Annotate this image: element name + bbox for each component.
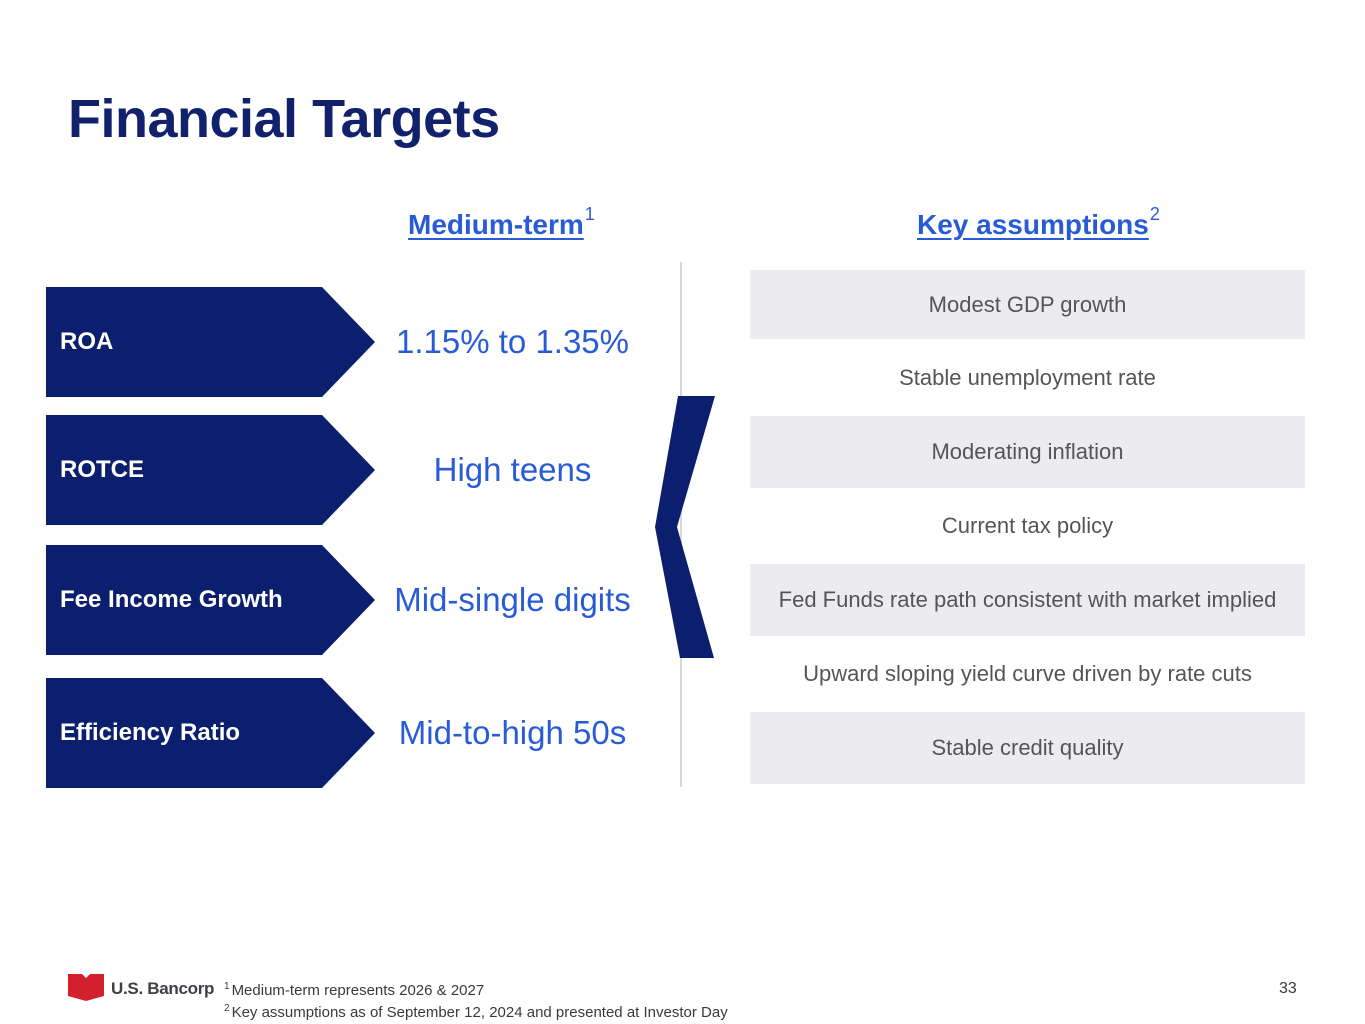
page-number: 33: [1279, 980, 1297, 997]
page-title: Financial Targets: [68, 89, 500, 149]
assumption-item: Fed Funds rate path consistent with mark…: [750, 564, 1305, 636]
metric-arrow-shape: [46, 287, 375, 397]
key-assumptions-header-text: Key assumptions: [917, 209, 1149, 240]
metric-label: ROA: [60, 328, 114, 355]
metric-row-rotce: ROTCE: [46, 415, 376, 525]
metric-label: Efficiency Ratio: [60, 719, 241, 746]
metric-arrow-shape: [46, 415, 375, 525]
assumption-item: Moderating inflation: [750, 416, 1305, 488]
metric-value: 1.15% to 1.35%: [396, 323, 629, 360]
logo-text: U.S. Bancorp: [111, 979, 215, 998]
key-assumptions-footnote-mark: 2: [1149, 204, 1160, 224]
footnote-2: 2 Key assumptions as of September 12, 202…: [224, 1000, 728, 1022]
assumption-item: Modest GDP growth: [750, 270, 1305, 339]
metric-value: Mid-single digits: [394, 581, 631, 618]
metric-arrow-shape: [46, 678, 375, 788]
us-bancorp-logo-icon: [68, 974, 104, 1001]
metric-label: Fee Income Growth: [60, 586, 283, 613]
footnote-1-mark: 1: [224, 981, 230, 992]
medium-term-header-text: Medium-term: [408, 209, 584, 240]
metric-row-efficiency-ratio: Efficiency Ratio: [46, 678, 376, 788]
bracket-chevron-icon: [655, 396, 715, 658]
medium-term-footnote-mark: 1: [584, 204, 595, 224]
key-assumptions-header: Key assumptions2: [917, 204, 1160, 241]
metric-label: ROTCE: [60, 456, 144, 483]
metric-row-roa: ROA: [46, 287, 376, 397]
metric-value: High teens: [433, 451, 592, 488]
assumption-item: Current tax policy: [941, 513, 1114, 538]
footnote-2-mark: 2: [224, 1003, 230, 1014]
footnote-1: 1 Medium-term represents 2026 & 2027: [224, 978, 728, 1000]
assumption-item: Upward sloping yield curve driven by rat…: [803, 661, 1252, 686]
footnote-1-text: Medium-term represents 2026 & 2027: [231, 982, 485, 999]
medium-term-header: Medium-term1: [408, 204, 595, 241]
assumption-item: Stable credit quality: [750, 712, 1305, 784]
metric-arrow-shape: [46, 545, 375, 655]
column-divider: [680, 262, 682, 787]
footnotes: 1 Medium-term represents 2026 & 2027 2 Key…: [224, 978, 728, 1022]
assumption-item: Stable unemployment rate: [899, 365, 1156, 390]
metric-row-fee-income-growth: Fee Income Growth: [46, 545, 376, 655]
metric-value: Mid-to-high 50s: [398, 714, 627, 751]
footnote-2-text: Key assumptions as of September 12, 2024…: [231, 1004, 728, 1021]
